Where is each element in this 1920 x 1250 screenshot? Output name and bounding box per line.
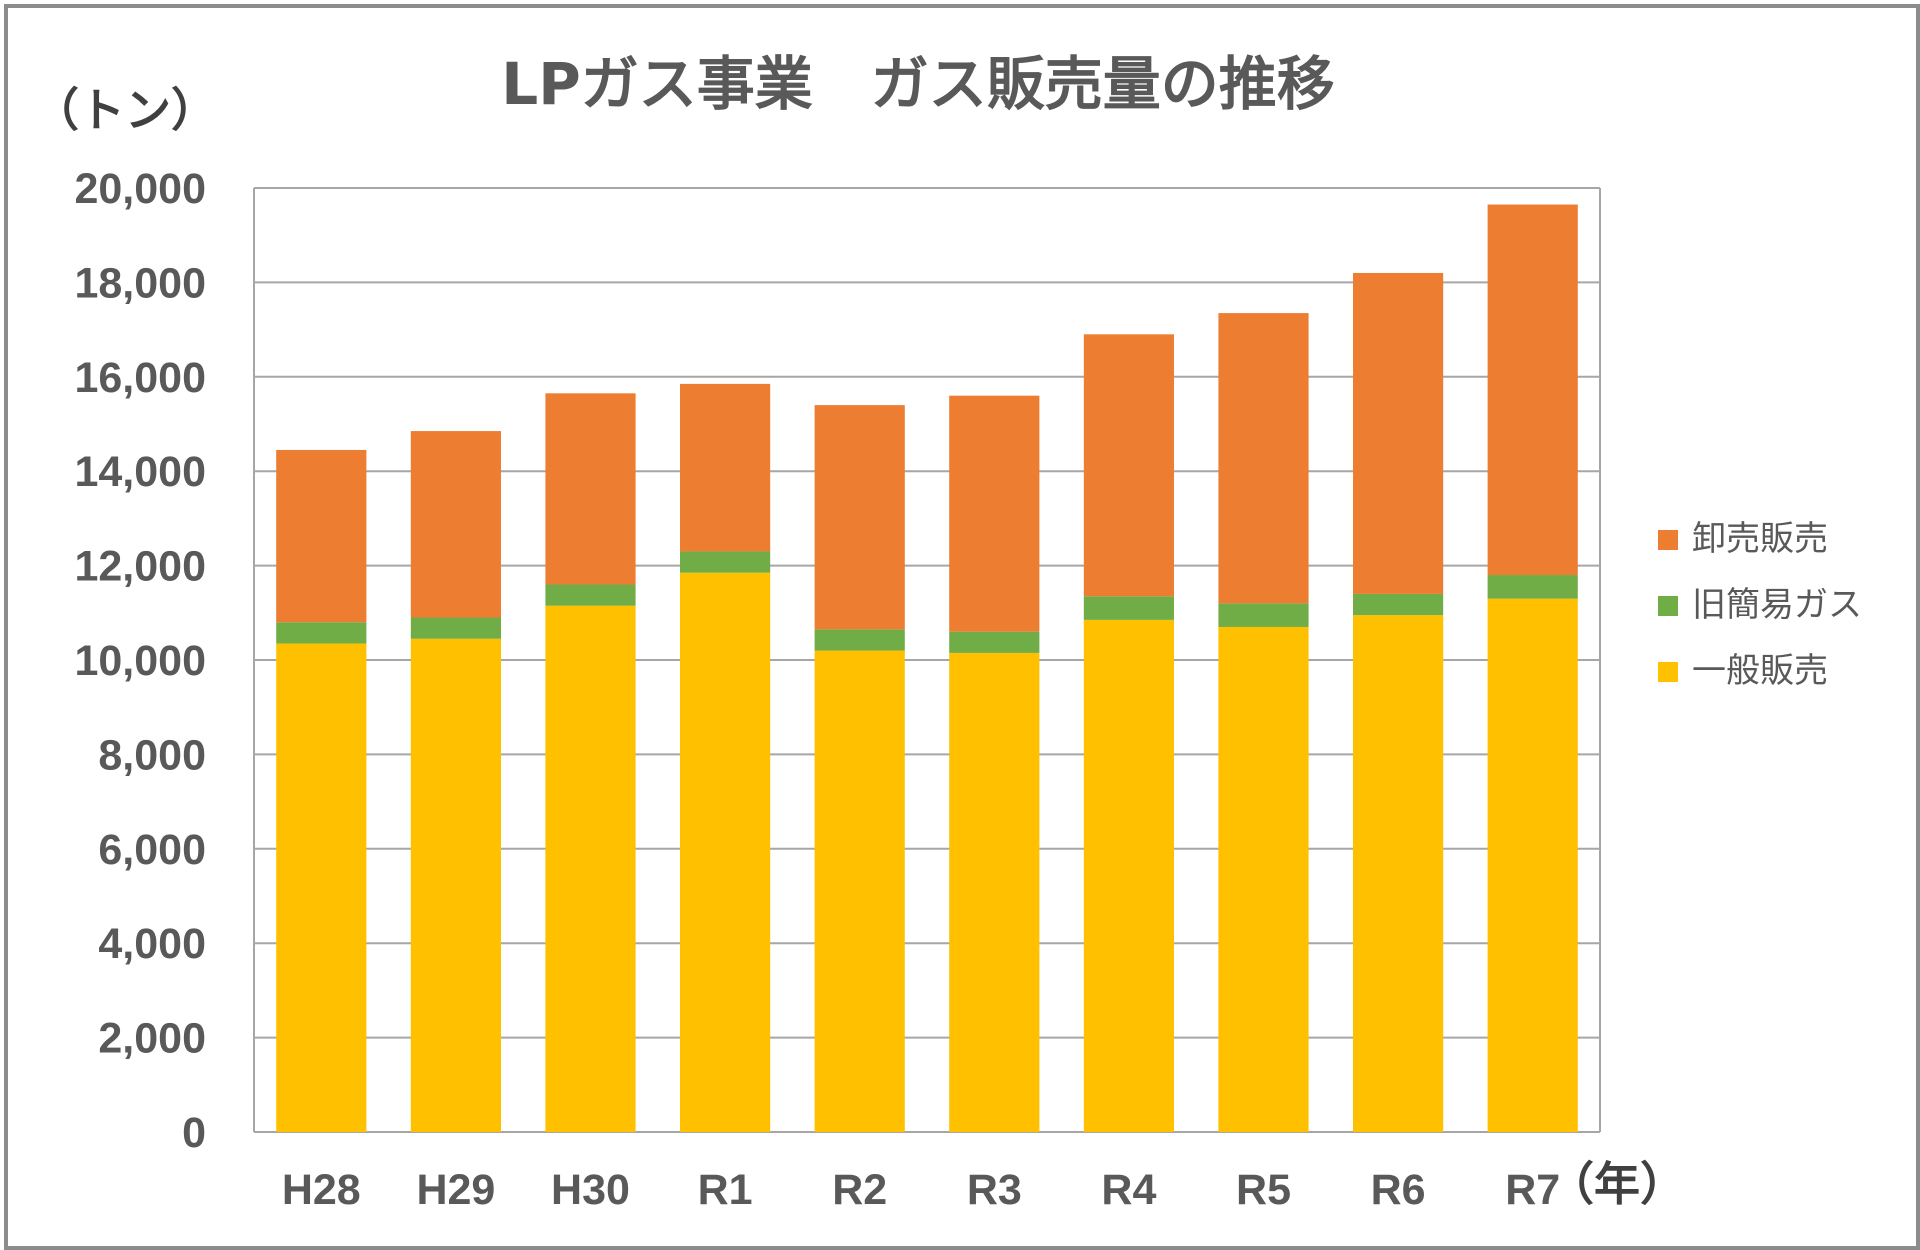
bar-segment	[1218, 626, 1309, 1132]
y-tick-label: 12,000	[74, 543, 206, 591]
bar-segment	[949, 652, 1040, 1132]
bar-segment	[1487, 575, 1578, 599]
bar-segment	[545, 605, 636, 1132]
bar-segment	[1083, 619, 1174, 1132]
legend-swatch	[1658, 662, 1678, 682]
bar-segment	[814, 650, 905, 1132]
x-tick-label: H30	[551, 1166, 630, 1214]
legend-label: 一般販売	[1692, 651, 1828, 691]
bar-segment	[814, 405, 905, 630]
bar-segment	[680, 551, 771, 573]
y-tick-label: 8,000	[98, 731, 206, 779]
y-tick-label: 4,000	[98, 920, 206, 968]
y-axis-unit-label: （トン）	[33, 83, 217, 137]
y-tick-label: 16,000	[74, 354, 206, 402]
x-tick-label: R2	[832, 1166, 887, 1214]
bar-segment	[814, 629, 905, 651]
x-tick-label: R7	[1505, 1166, 1560, 1214]
bar-segment	[1353, 272, 1444, 594]
legend-label: 旧簡易ガス	[1692, 585, 1862, 625]
chart-frame: LPガス事業 ガス販売量の推移 （トン） （年） 0 2,000 4,000 6,00…	[4, 4, 1920, 1250]
y-tick-label: 10,000	[74, 637, 206, 685]
bar-segment	[680, 572, 771, 1132]
bar-segment	[1083, 596, 1174, 620]
legend-swatch	[1658, 596, 1678, 616]
bar-segment	[276, 449, 367, 623]
bar-segment	[410, 638, 501, 1132]
bar-segment	[545, 393, 636, 585]
y-tick-label: 0	[182, 1109, 206, 1157]
stacked-bar-chart: LPガス事業 ガス販売量の推移 （トン） （年） 0 2,000 4,000 6,00…	[33, 50, 1862, 1214]
y-tick-label: 14,000	[74, 448, 206, 496]
x-tick-label: R3	[967, 1166, 1022, 1214]
y-tick-label: 20,000	[74, 165, 206, 213]
bar-segment	[1218, 313, 1309, 604]
chart-title: LPガス事業 ガス販売量の推移	[501, 50, 1334, 118]
x-tick-label: R5	[1236, 1166, 1291, 1214]
y-tick-label: 18,000	[74, 259, 206, 307]
x-tick-label: R6	[1371, 1166, 1426, 1214]
x-axis-ticks: H28 H29 H30 R1 R2 R3 R4 R5 R6 R7	[282, 1166, 1560, 1214]
bar-segment	[1487, 204, 1578, 576]
x-tick-label: R4	[1101, 1166, 1156, 1214]
bar-segment	[1487, 598, 1578, 1132]
bar-segment	[949, 631, 1040, 653]
x-tick-label: H28	[282, 1166, 361, 1214]
bar-segment	[1083, 334, 1174, 597]
bar-segment	[545, 584, 636, 606]
x-tick-label: R1	[698, 1166, 753, 1214]
bar-segment	[680, 383, 771, 552]
bar-segment	[410, 431, 501, 618]
y-tick-label: 6,000	[98, 826, 206, 874]
bar-segment	[276, 643, 367, 1132]
legend-swatch	[1658, 530, 1678, 550]
bar-segment	[1353, 593, 1444, 616]
bar-segment	[949, 395, 1040, 632]
y-axis-ticks: 0 2,000 4,000 6,000 8,000 10,000 12,000 14,000 1…	[74, 165, 206, 1157]
legend-label: 卸売販売	[1692, 519, 1828, 559]
x-tick-label: H29	[416, 1166, 495, 1214]
bar-segment	[1353, 615, 1444, 1132]
bar-segment	[410, 617, 501, 639]
bars	[276, 204, 1578, 1132]
bar-segment	[1218, 603, 1309, 627]
bar-segment	[276, 622, 367, 644]
x-axis-unit-label: （年）	[1548, 1157, 1686, 1211]
y-tick-label: 2,000	[98, 1015, 206, 1063]
